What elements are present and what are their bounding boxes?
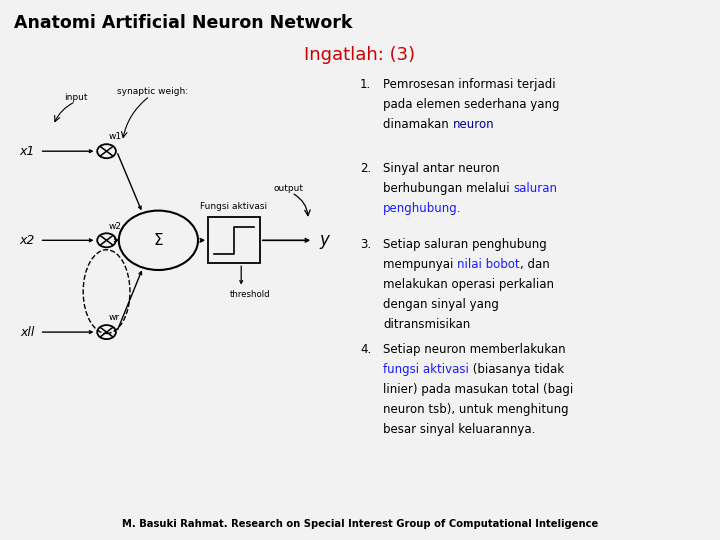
Text: Setiap saluran penghubung: Setiap saluran penghubung [383, 238, 546, 251]
Text: M. Basuki Rahmat. Research on Special Interest Group of Computational Inteligenc: M. Basuki Rahmat. Research on Special In… [122, 519, 598, 529]
Text: xll: xll [20, 326, 35, 339]
Text: mempunyai: mempunyai [383, 258, 457, 271]
Text: penghubung.: penghubung. [383, 202, 462, 215]
Text: Σ: Σ [153, 233, 163, 248]
Text: 4.: 4. [360, 343, 372, 356]
Text: dinamakan: dinamakan [383, 118, 453, 131]
Text: Ingatlah: (3): Ingatlah: (3) [305, 46, 415, 64]
Text: x2: x2 [19, 234, 35, 247]
Text: fungsi aktivasi: fungsi aktivasi [383, 363, 469, 376]
Text: ditransmisikan: ditransmisikan [383, 318, 470, 330]
Text: nilai bobot: nilai bobot [457, 258, 520, 271]
Text: threshold: threshold [230, 290, 270, 299]
Text: x1: x1 [19, 145, 35, 158]
Text: neuron: neuron [453, 118, 494, 131]
Text: y: y [319, 231, 329, 249]
Text: Fungsi aktivasi: Fungsi aktivasi [200, 202, 268, 211]
Text: w1: w1 [109, 132, 122, 141]
Text: dengan sinyal yang: dengan sinyal yang [383, 298, 499, 310]
Text: 2.: 2. [360, 162, 372, 175]
Text: wr: wr [109, 313, 120, 322]
Text: Anatomi Artificial Neuron Network: Anatomi Artificial Neuron Network [14, 14, 353, 31]
Text: input: input [64, 92, 87, 102]
Text: Setiap neuron memberlakukan: Setiap neuron memberlakukan [383, 343, 566, 356]
Text: w2: w2 [109, 221, 122, 231]
Text: berhubungan melalui: berhubungan melalui [383, 182, 513, 195]
Text: , dan: , dan [520, 258, 549, 271]
Text: saluran: saluran [513, 182, 557, 195]
Text: (biasanya tidak: (biasanya tidak [469, 363, 564, 376]
Text: Pemrosesan informasi terjadi: Pemrosesan informasi terjadi [383, 78, 556, 91]
Text: melakukan operasi perkalian: melakukan operasi perkalian [383, 278, 554, 291]
Text: Sinyal antar neuron: Sinyal antar neuron [383, 162, 500, 175]
Text: pada elemen sederhana yang: pada elemen sederhana yang [383, 98, 559, 111]
Text: 3.: 3. [360, 238, 371, 251]
Text: besar sinyal keluarannya.: besar sinyal keluarannya. [383, 423, 536, 436]
Text: neuron tsb), untuk menghitung: neuron tsb), untuk menghitung [383, 403, 569, 416]
Text: linier) pada masukan total (bagi: linier) pada masukan total (bagi [383, 383, 573, 396]
Text: synaptic weigh:: synaptic weigh: [117, 87, 188, 96]
Text: 1.: 1. [360, 78, 372, 91]
Text: output: output [273, 184, 303, 193]
